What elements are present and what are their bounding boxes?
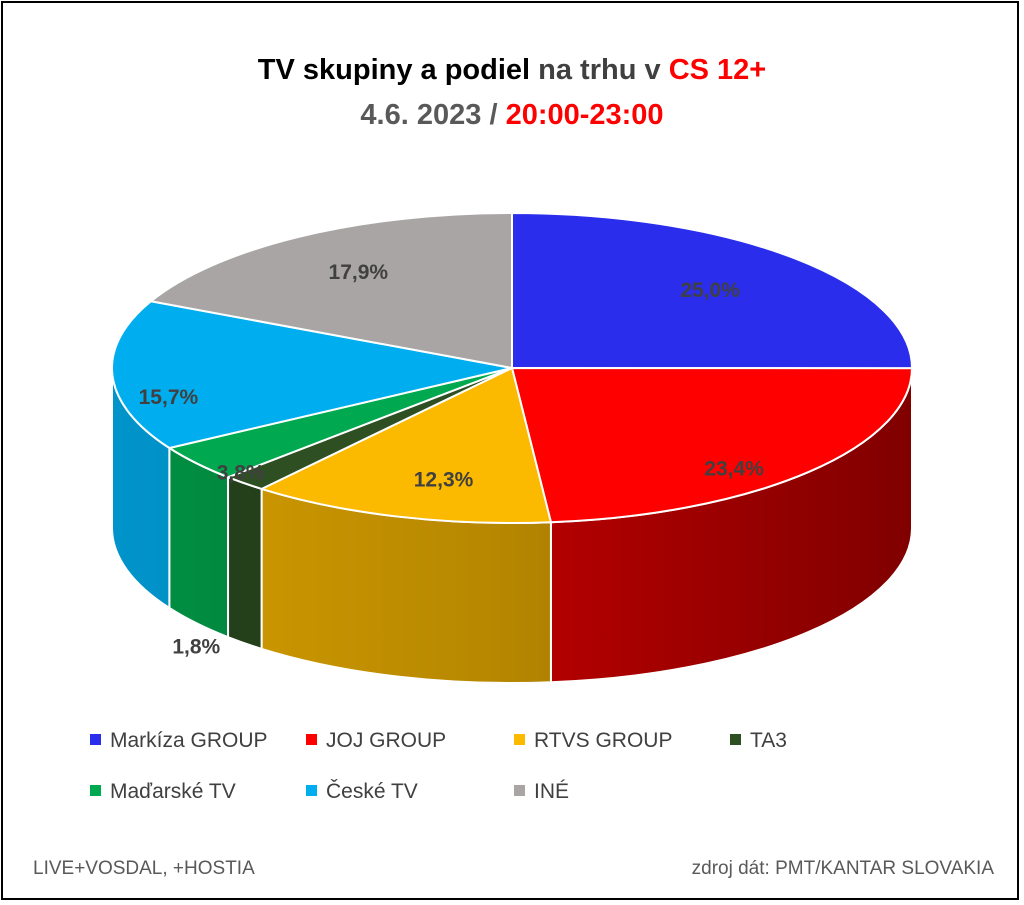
data-label-ta3: 1,8% <box>172 636 220 659</box>
title-part-1: TV skupiny a podiel <box>257 54 531 86</box>
legend-swatch <box>90 785 101 796</box>
pie-slice-ine <box>149 212 513 369</box>
legend-swatch <box>306 785 317 796</box>
legend-label: INÉ <box>534 780 570 803</box>
subtitle-time: 20:00-23:00 <box>505 99 664 131</box>
pie-slice-rtvs-group <box>260 367 552 524</box>
data-label-markiza-group: 25,0% <box>680 279 740 302</box>
legend-item-markiza-group: Markíza GROUP <box>90 728 268 754</box>
pie-slice-ceske-tv <box>111 300 513 450</box>
legend-label: TA3 <box>750 729 787 752</box>
legend-item-ceske-tv: České TV <box>306 779 418 805</box>
legend-item-rtvs-group: RTVS GROUP <box>514 728 672 754</box>
legend-swatch <box>730 734 741 745</box>
legend-label: Maďarské TV <box>110 780 236 803</box>
subtitle-separator: / <box>489 99 498 131</box>
chart-title: TV skupiny a podiel na trhu v CS 12+ <box>0 52 1024 88</box>
pie-side-ta3 <box>227 476 263 650</box>
legend-label: Markíza GROUP <box>110 729 268 752</box>
legend-swatch <box>306 734 317 745</box>
legend-label: RTVS GROUP <box>534 729 673 752</box>
chart-subtitle: 4.6. 2023 / 20:00-23:00 <box>0 97 1024 133</box>
data-label-joj-group: 23,4% <box>704 458 764 481</box>
legend-item-madarske-tv: Maďarské TV <box>90 779 236 805</box>
title-part-3: CS 12+ <box>668 54 767 86</box>
legend-swatch <box>90 734 101 745</box>
data-label-madarske-tv: 3,8% <box>217 461 265 484</box>
legend-item-joj-group: JOJ GROUP <box>306 728 446 754</box>
legend-label: České TV <box>326 780 418 803</box>
legend-swatch <box>514 734 525 745</box>
legend-label: JOJ GROUP <box>326 729 447 752</box>
footer-left: LIVE+VOSDAL, +HOSTIA <box>33 858 255 879</box>
title-part-2: na trhu v <box>538 54 661 86</box>
legend-item-ta3: TA3 <box>730 728 787 754</box>
data-label-ceske-tv: 15,7% <box>139 386 199 409</box>
subtitle-date: 4.6. 2023 <box>360 99 482 131</box>
data-label-rtvs-group: 12,3% <box>414 469 474 492</box>
legend-swatch <box>514 785 525 796</box>
pie-slice-joj-group <box>511 367 913 524</box>
data-label-ine: 17,9% <box>329 261 389 284</box>
legend-item-ine: INÉ <box>514 779 569 805</box>
footer-right: zdroj dát: PMT/KANTAR SLOVAKIA <box>691 858 994 879</box>
pie-slice-markiza-group <box>511 212 914 370</box>
